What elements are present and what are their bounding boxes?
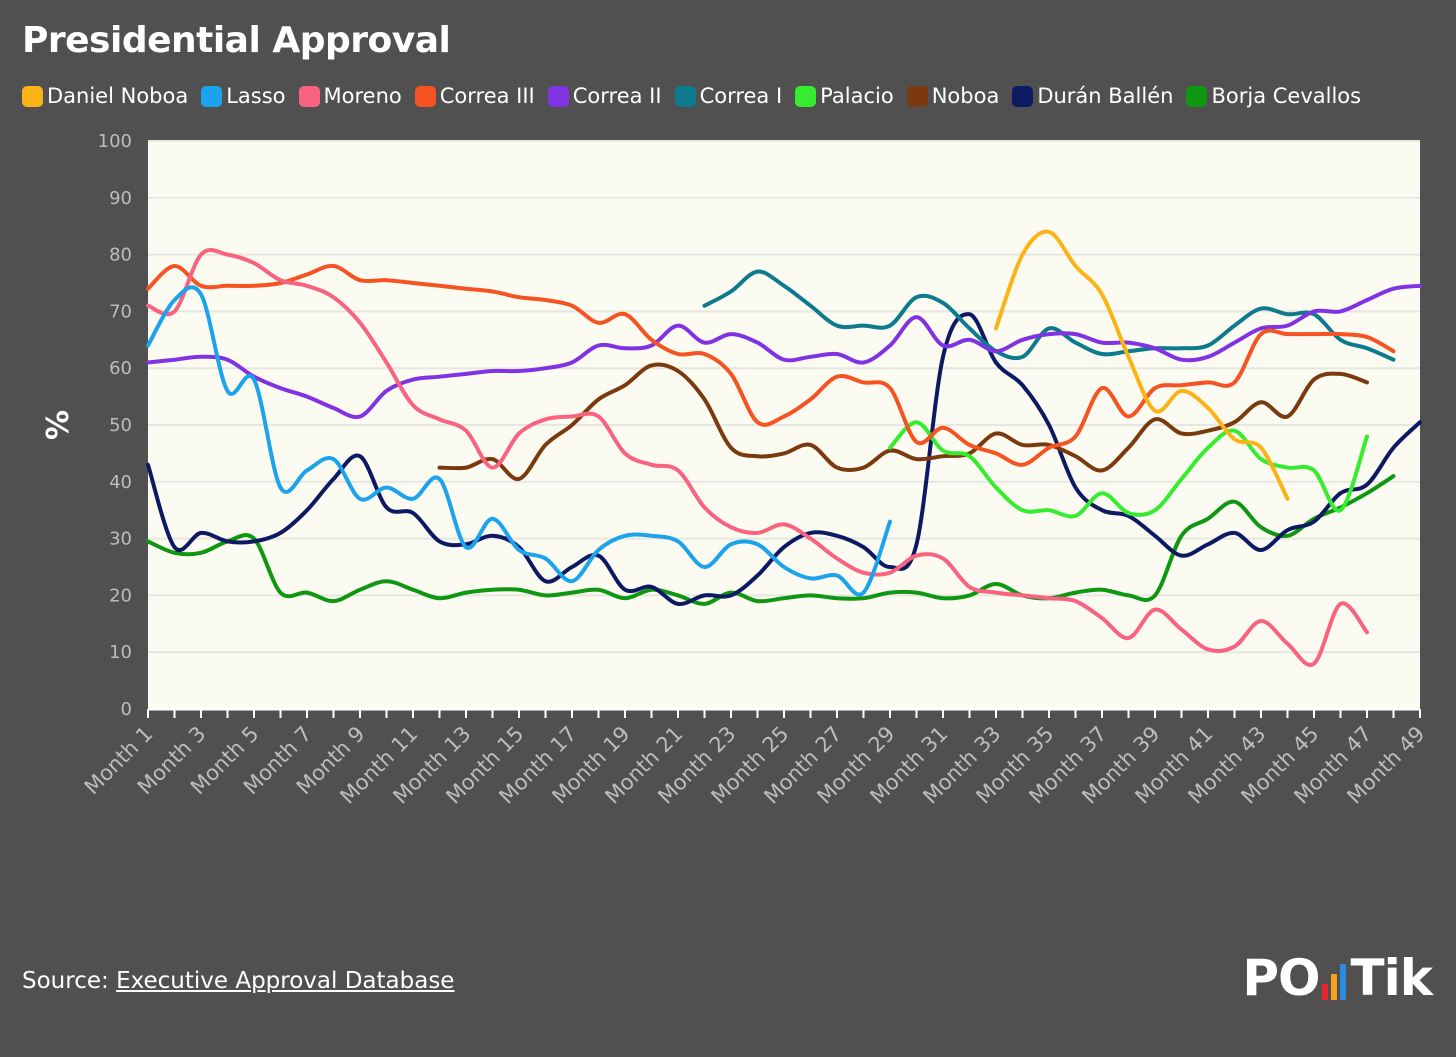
legend-label: Correa I [699, 84, 783, 108]
source-link[interactable]: Executive Approval Database [116, 968, 455, 994]
logo-bars-icon [1321, 960, 1349, 1000]
politik-logo: PO Tik [1242, 948, 1433, 1007]
logo-text-left: PO [1242, 949, 1320, 1007]
y-tick-label: 10 [109, 642, 132, 663]
legend-swatch [1186, 85, 1208, 107]
series-line-correa-i [702, 269, 1396, 362]
legend-swatch [22, 85, 43, 107]
source-note: Source: Executive Approval Database [22, 968, 454, 994]
legend-swatch [1012, 85, 1034, 107]
legend-item[interactable]: Durán Ballén [1012, 84, 1173, 108]
series-line-correa-ii [146, 283, 1422, 420]
legend-item[interactable]: Correa III [414, 84, 535, 108]
y-tick-label: 70 [109, 301, 132, 322]
y-tick-label: 100 [98, 131, 132, 152]
logo-text-right: Tik [1350, 949, 1433, 1007]
legend-swatch [547, 85, 569, 107]
legend-item[interactable]: Palacio [795, 84, 894, 108]
y-axis-title: % [41, 410, 76, 440]
legend-label: Noboa [931, 84, 1000, 108]
series-line-dur-n-ball-n [146, 312, 1422, 606]
chart-legend: Daniel Noboa Lasso Moreno Correa III Correa … [22, 84, 1436, 108]
legend-item[interactable]: Moreno [298, 84, 402, 108]
series-line-lasso [146, 285, 892, 597]
series-line-moreno [146, 248, 1369, 667]
legend-item[interactable]: Correa I [674, 84, 783, 108]
legend-swatch [201, 85, 223, 107]
series-line-palacio [888, 420, 1369, 519]
y-tick-label: 0 [121, 699, 132, 720]
source-prefix: Source: [22, 968, 117, 994]
y-tick-label: 40 [109, 472, 132, 493]
legend-swatch [298, 85, 320, 107]
y-tick-label: 60 [109, 358, 132, 379]
legend-label: Lasso [226, 84, 286, 108]
series-line-noboa [437, 362, 1369, 482]
legend-item[interactable]: Correa II [547, 84, 662, 108]
series-line-daniel-noboa [994, 229, 1290, 501]
y-tick-label: 90 [109, 188, 132, 209]
series-line-correa-iii [146, 263, 1396, 467]
legend-label: Palacio [820, 84, 894, 108]
series-line-borja-cevallos [146, 474, 1396, 606]
legend-swatch [906, 85, 928, 107]
legend-label: Daniel Noboa [47, 84, 189, 108]
legend-label: Correa III [439, 84, 535, 108]
y-tick-label: 80 [109, 245, 132, 266]
legend-swatch [674, 85, 696, 107]
legend-item[interactable]: Daniel Noboa [22, 84, 188, 108]
legend-item[interactable]: Lasso [201, 84, 286, 108]
legend-swatch [414, 85, 436, 107]
legend-swatch [795, 85, 817, 107]
legend-label: Borja Cevallos [1211, 84, 1362, 108]
legend-label: Durán Ballén [1037, 84, 1174, 108]
y-tick-label: 50 [109, 415, 132, 436]
y-tick-label: 30 [109, 529, 132, 550]
legend-label: Moreno [323, 84, 402, 108]
legend-label: Correa II [572, 84, 662, 108]
legend-item[interactable]: Borja Cevallos [1186, 84, 1361, 108]
y-tick-label: 20 [109, 585, 132, 606]
chart-title: Presidential Approval [22, 20, 451, 61]
legend-item[interactable]: Noboa [906, 84, 1000, 108]
